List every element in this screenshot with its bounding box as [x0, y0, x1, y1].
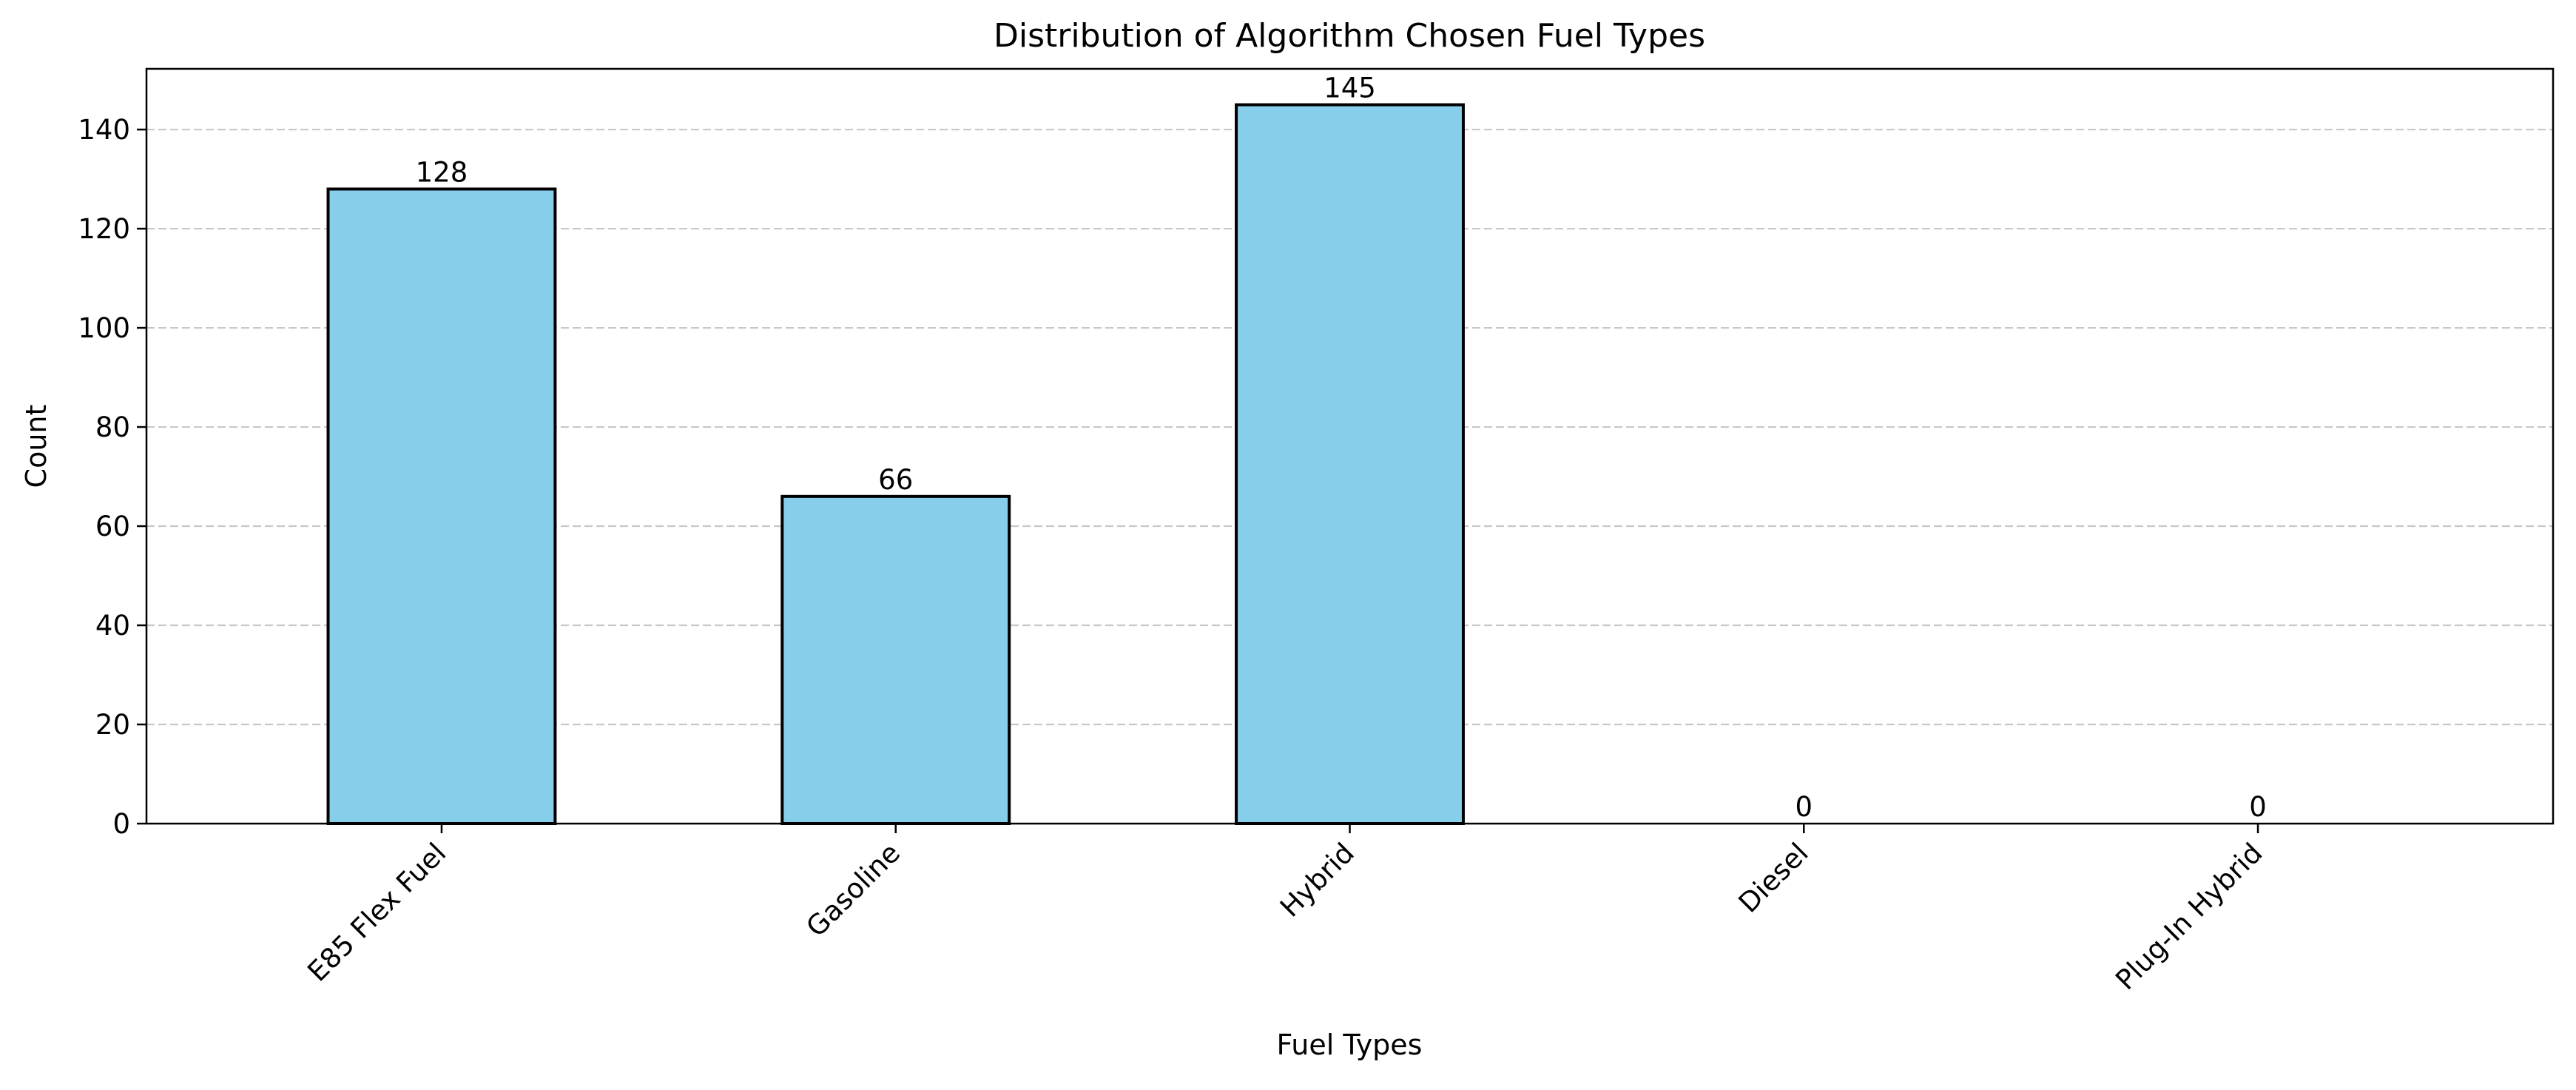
bars [326, 103, 1465, 826]
y-tick-label: 120 [78, 213, 130, 245]
bar [780, 494, 1011, 825]
y-tick-label: 0 [112, 808, 130, 840]
x-tick-label: Diesel [1733, 837, 1815, 919]
y-axis-label: Count [20, 405, 53, 488]
bar-value-label: 128 [416, 156, 468, 188]
y-tick-label: 40 [95, 610, 130, 642]
bar [1235, 103, 1465, 826]
y-tick-label: 20 [95, 709, 130, 741]
x-tick-label: Gasoline [800, 837, 907, 943]
x-axis-ticks: E85 Flex Fuel Gasoline Hybrid Diesel Plug-In… [301, 824, 2268, 996]
chart-title: Distribution of Algorithm Chosen Fuel Ty… [994, 17, 1705, 55]
y-tick-label: 100 [78, 312, 130, 344]
bar-value-label: 0 [2249, 791, 2267, 823]
y-tick-label: 80 [95, 411, 130, 443]
bar-value-label: 145 [1324, 73, 1376, 104]
y-axis-ticks: 0 20 40 60 80 100 120 140 [78, 114, 146, 840]
y-tick-label: 60 [95, 511, 130, 542]
bar [326, 187, 557, 825]
x-axis-label: Fuel Types [1277, 1029, 1423, 1061]
bar-value-label: 0 [1796, 791, 1813, 823]
x-tick-label: Plug-In Hybrid [2109, 837, 2268, 996]
data-labels: 128 66 145 0 0 [416, 73, 2267, 823]
x-tick-label: Hybrid [1274, 837, 1361, 924]
bar-value-label: 66 [878, 464, 913, 496]
x-tick-label: E85 Flex Fuel [301, 837, 452, 988]
y-tick-label: 140 [78, 114, 130, 146]
